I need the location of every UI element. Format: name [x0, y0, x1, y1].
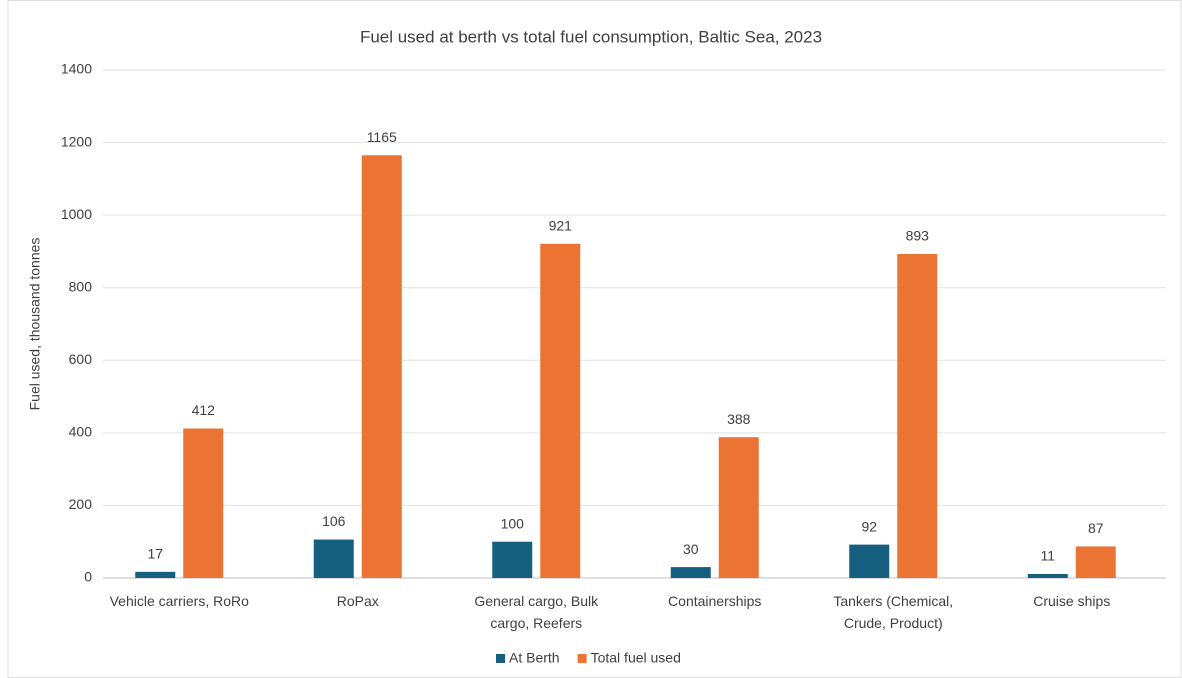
- y-tick-label: 1000: [61, 206, 92, 222]
- data-label: 388: [727, 411, 751, 427]
- bar: [718, 437, 759, 578]
- x-tick-label: Containerships: [668, 593, 761, 609]
- bar: [540, 243, 581, 578]
- legend-label: At Berth: [509, 650, 560, 666]
- legend-swatch: [496, 654, 505, 663]
- data-label: 100: [501, 515, 525, 531]
- x-tick-label: Tankers (Chemical, Crude, Product): [833, 593, 953, 631]
- bar: [492, 541, 533, 578]
- y-tick-label: 800: [69, 278, 93, 294]
- y-tick-label: 200: [69, 496, 93, 512]
- y-axis-title: Fuel used, thousand tonnes: [27, 238, 43, 411]
- data-label: 87: [1088, 520, 1104, 536]
- legend-label: Total fuel used: [591, 650, 681, 666]
- data-label: 11: [1040, 548, 1055, 564]
- data-label: 1165: [367, 129, 397, 145]
- data-label: 17: [147, 546, 163, 562]
- data-label: 412: [192, 402, 216, 418]
- bar: [361, 155, 402, 578]
- y-tick-label: 400: [69, 424, 93, 440]
- y-tick-label: 1400: [61, 61, 92, 77]
- x-tick-label: General cargo, Bulk cargo, Reefers: [474, 593, 599, 631]
- chart-title: Fuel used at berth vs total fuel consump…: [360, 27, 822, 46]
- data-label: 921: [549, 218, 573, 234]
- legend-swatch: [577, 654, 587, 663]
- bar: [670, 567, 711, 578]
- bar: [313, 539, 354, 578]
- data-label: 92: [861, 518, 877, 534]
- data-label: 106: [322, 513, 346, 529]
- y-tick-label: 600: [69, 351, 93, 367]
- data-label: 893: [906, 228, 930, 244]
- y-tick-label: 0: [84, 569, 92, 585]
- bar: [897, 253, 938, 578]
- x-tick-label: Cruise ships: [1033, 593, 1110, 609]
- bar: [1075, 546, 1116, 578]
- bar: [183, 428, 224, 578]
- bar: [135, 571, 176, 578]
- bar: [849, 544, 890, 578]
- data-label: 30: [683, 541, 699, 557]
- y-tick-label: 1200: [61, 133, 92, 149]
- bar: [1027, 574, 1068, 578]
- x-tick-label: Vehicle carriers, RoRo: [110, 593, 249, 609]
- x-tick-label: RoPax: [337, 593, 379, 609]
